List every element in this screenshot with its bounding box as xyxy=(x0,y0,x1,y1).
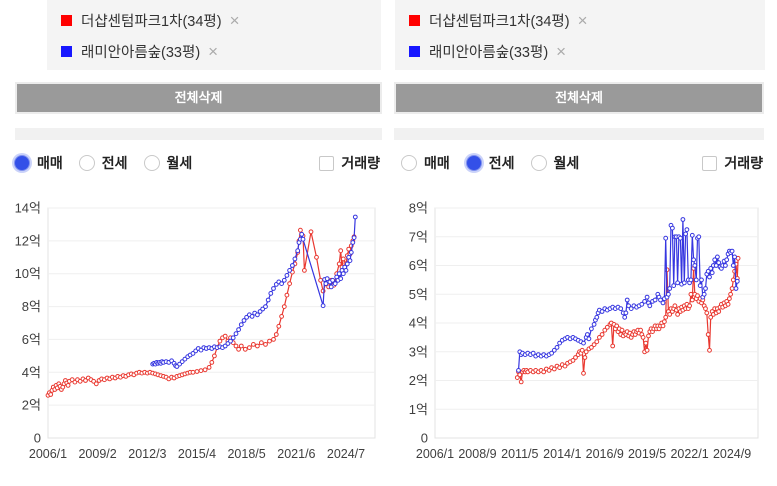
svg-text:2006/1: 2006/1 xyxy=(29,447,67,461)
legend-panel: 더샵센텀파크1차(34평) × 래미안아름숲(33평) × xyxy=(47,0,381,70)
series-color-swatch xyxy=(409,14,420,26)
legend-item: 더샵센텀파크1차(34평) × xyxy=(61,6,381,34)
radio-monthly[interactable]: 월세 xyxy=(143,153,192,173)
svg-text:2억: 2억 xyxy=(22,398,41,413)
svg-text:14억: 14억 xyxy=(15,201,41,216)
svg-text:2018/5: 2018/5 xyxy=(227,447,265,461)
checkbox-icon xyxy=(319,155,335,171)
price-chart-jeonse: 8억 7억 6억 5억 4억 3억 2억 1억 0 2006/1 2008/9 2011/5 2014/… xyxy=(395,196,765,468)
series-color-swatch xyxy=(61,14,72,26)
svg-text:2021/6: 2021/6 xyxy=(277,447,315,461)
delete-all-button[interactable]: 전체삭제 xyxy=(15,82,382,114)
series-color-swatch xyxy=(409,45,420,57)
legend-item: 래미안아름숲(33평) × xyxy=(409,37,765,65)
radio-jeonse[interactable]: 전세 xyxy=(78,153,128,173)
series-color-swatch xyxy=(61,45,72,57)
svg-text:3억: 3억 xyxy=(409,344,428,359)
remove-icon[interactable]: × xyxy=(577,10,588,30)
radio-circle-icon xyxy=(401,155,417,171)
checkbox-icon xyxy=(702,155,718,171)
radio-circle-icon xyxy=(530,155,547,171)
svg-text:2022/1: 2022/1 xyxy=(670,447,708,461)
svg-text:8억: 8억 xyxy=(409,201,428,216)
radio-monthly[interactable]: 월세 xyxy=(530,153,579,173)
svg-text:2016/9: 2016/9 xyxy=(586,447,624,461)
section-divider xyxy=(394,128,764,140)
radio-sale[interactable]: 매매 xyxy=(401,153,450,173)
radio-circle-icon xyxy=(465,155,482,171)
trade-type-controls: 매매 전세 월세 거래량 xyxy=(14,150,380,176)
svg-text:2006/1: 2006/1 xyxy=(416,447,454,461)
svg-text:4억: 4억 xyxy=(22,365,41,380)
complex-name-label: 더샵센텀파크1차(34평) xyxy=(81,13,222,30)
delete-all-button[interactable]: 전체삭제 xyxy=(394,82,764,114)
volume-checkbox[interactable]: 거래량 xyxy=(702,153,763,173)
svg-text:0: 0 xyxy=(421,431,428,446)
svg-text:2019/5: 2019/5 xyxy=(628,447,666,461)
svg-text:2024/9: 2024/9 xyxy=(713,447,751,461)
svg-text:2011/5: 2011/5 xyxy=(501,447,538,461)
legend-item: 더샵센텀파크1차(34평) × xyxy=(409,6,765,34)
svg-text:6억: 6억 xyxy=(409,258,428,273)
svg-text:12억: 12억 xyxy=(15,233,41,248)
complex-name-label: 래미안아름숲(33평) xyxy=(429,44,549,61)
panel-sale: 더샵센텀파크1차(34평) × 래미안아름숲(33평) × 전체삭제 매매 전세… xyxy=(8,0,382,486)
volume-checkbox[interactable]: 거래량 xyxy=(319,153,380,173)
radio-jeonse[interactable]: 전세 xyxy=(465,153,515,173)
svg-text:1억: 1억 xyxy=(409,402,428,417)
remove-icon[interactable]: × xyxy=(229,10,240,30)
svg-text:6억: 6억 xyxy=(22,332,41,347)
svg-text:0: 0 xyxy=(34,431,41,446)
radio-circle-icon xyxy=(78,155,95,171)
svg-text:5억: 5억 xyxy=(409,287,428,302)
remove-icon[interactable]: × xyxy=(556,41,567,61)
svg-text:2024/7: 2024/7 xyxy=(327,447,365,461)
radio-circle-icon xyxy=(143,155,160,171)
radio-sale[interactable]: 매매 xyxy=(14,153,63,173)
price-chart-sale: 14억 12억 10억 8억 6억 4억 2억 0 2006/1 2009/2 2012/3 2015… xyxy=(8,196,382,468)
svg-text:10억: 10억 xyxy=(15,266,41,281)
panel-jeonse: 더샵센텀파크1차(34평) × 래미안아름숲(33평) × 전체삭제 매매 전세… xyxy=(394,0,765,486)
svg-text:2015/4: 2015/4 xyxy=(178,447,216,461)
svg-text:4억: 4억 xyxy=(409,316,428,331)
radio-circle-icon xyxy=(14,155,30,171)
remove-icon[interactable]: × xyxy=(208,41,219,61)
legend-panel: 더샵센텀파크1차(34평) × 래미안아름숲(33평) × xyxy=(395,0,765,70)
complex-name-label: 래미안아름숲(33평) xyxy=(81,44,201,61)
trade-type-controls: 매매 전세 월세 거래량 xyxy=(401,150,763,176)
svg-text:2012/3: 2012/3 xyxy=(128,447,166,461)
svg-text:8억: 8억 xyxy=(22,299,41,314)
svg-text:2009/2: 2009/2 xyxy=(78,447,116,461)
section-divider xyxy=(15,128,382,140)
svg-text:7억: 7억 xyxy=(409,229,428,244)
legend-item: 래미안아름숲(33평) × xyxy=(61,37,381,65)
svg-text:2억: 2억 xyxy=(409,373,428,388)
svg-text:2014/1: 2014/1 xyxy=(543,447,581,461)
svg-text:2008/9: 2008/9 xyxy=(458,447,496,461)
complex-name-label: 더샵센텀파크1차(34평) xyxy=(429,13,570,30)
